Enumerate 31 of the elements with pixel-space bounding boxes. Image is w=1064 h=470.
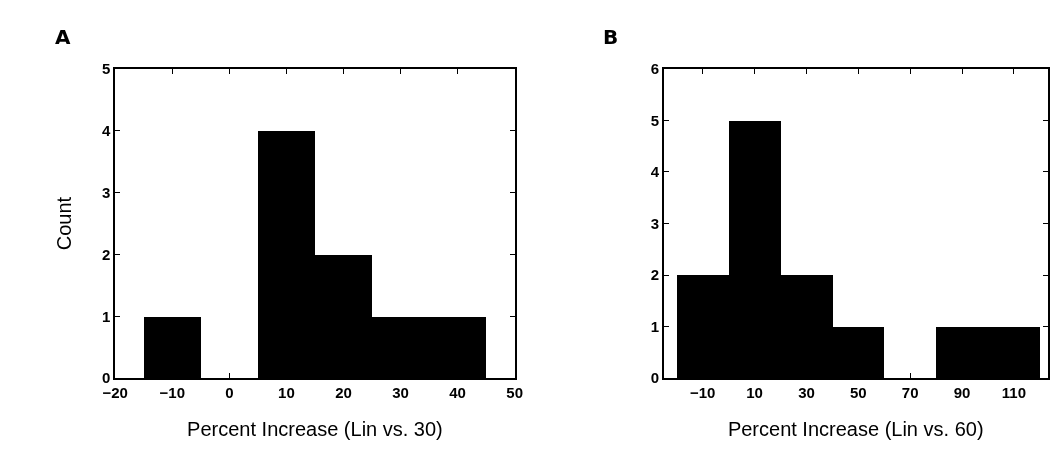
x-tick-label: 30 bbox=[798, 383, 815, 401]
x-tick-label: 40 bbox=[449, 383, 466, 401]
x-tick-label: 110 bbox=[1001, 383, 1027, 401]
y-tick-label: 1 bbox=[102, 307, 111, 325]
x-tick-label: 30 bbox=[392, 383, 409, 401]
x-axis-title: Percent Increase (Lin vs. 60) bbox=[727, 417, 984, 440]
y-tick-label: 2 bbox=[102, 245, 111, 263]
y-tick-label: 0 bbox=[650, 369, 660, 387]
x-tick-label: 90 bbox=[953, 383, 971, 401]
y-tick-label: 1 bbox=[650, 317, 660, 335]
y-tick-label: 4 bbox=[102, 121, 112, 139]
x-tick-label: 10 bbox=[746, 383, 763, 401]
y-tick-label: 2 bbox=[650, 266, 660, 284]
y-tick-label: 4 bbox=[650, 163, 660, 181]
x-tick-label: 50 bbox=[506, 383, 524, 401]
x-tick-label: 70 bbox=[901, 383, 919, 401]
x-tick-label: 20 bbox=[335, 383, 352, 401]
chart-title: A bbox=[55, 25, 71, 49]
y-axis-title: Count bbox=[53, 196, 76, 251]
x-axis-title: Percent Increase (Lin vs. 30) bbox=[187, 417, 443, 440]
x-tick-label: 0 bbox=[225, 383, 234, 401]
x-tick-label: −10 bbox=[159, 383, 186, 401]
y-tick-label: 3 bbox=[102, 183, 111, 201]
y-tick-label: 3 bbox=[650, 214, 660, 232]
x-tick-label: 50 bbox=[850, 383, 867, 401]
y-tick-label: 5 bbox=[650, 111, 660, 129]
y-tick-label: 6 bbox=[650, 60, 660, 78]
y-tick-label: 5 bbox=[102, 60, 111, 78]
x-tick-label: 10 bbox=[278, 383, 295, 401]
x-tick-label: −10 bbox=[690, 383, 716, 401]
chart-title: B bbox=[603, 25, 619, 49]
